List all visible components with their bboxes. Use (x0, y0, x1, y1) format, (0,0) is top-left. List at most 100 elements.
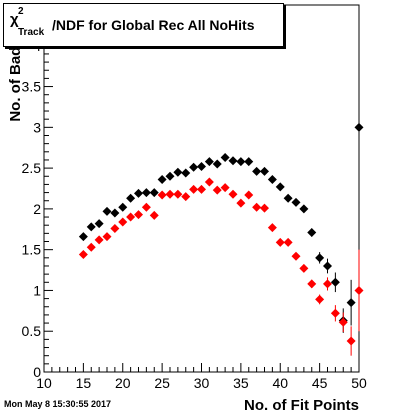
x-tick-label: 45 (312, 375, 328, 391)
data-point (157, 175, 167, 185)
data-point (126, 193, 136, 203)
title-text: /NDF for Global Rec All NoHits (52, 17, 255, 33)
data-point (78, 250, 88, 260)
data-point (283, 193, 293, 203)
data-point (228, 156, 238, 166)
data-point (346, 298, 356, 308)
data-point (94, 219, 104, 229)
data-point (165, 189, 175, 199)
data-marks (78, 21, 364, 356)
data-point (323, 279, 332, 289)
data-point (197, 161, 206, 171)
x-tick-label: 40 (272, 375, 288, 391)
data-point (283, 237, 293, 247)
data-point (102, 232, 112, 242)
x-tick-label: 50 (351, 375, 367, 391)
y-tick-label: 0.5 (22, 323, 42, 339)
data-point (267, 223, 277, 233)
data-point (165, 171, 175, 181)
title-subscript: Track (18, 27, 45, 38)
data-point (134, 188, 143, 198)
data-point (157, 190, 167, 200)
x-tick-label: 30 (194, 375, 210, 391)
data-point (149, 188, 159, 198)
title-box: χ 2 Track /NDF for Global Rec All NoHits (3, 3, 284, 47)
data-point (228, 189, 238, 199)
data-point (86, 222, 96, 232)
data-point (212, 185, 222, 195)
data-point (220, 153, 230, 163)
x-tick-label: 15 (76, 375, 92, 391)
x-tick-label: 35 (233, 375, 249, 391)
data-point (275, 237, 285, 247)
data-point (189, 184, 199, 194)
x-tick-label: 10 (36, 375, 52, 391)
title-chi-symbol: χ (10, 11, 19, 28)
series-1 (78, 177, 364, 356)
data-point (354, 285, 364, 295)
y-tick-label: 2.5 (22, 160, 42, 176)
data-point (252, 166, 262, 176)
data-point (141, 202, 151, 212)
data-point (204, 177, 214, 187)
data-point (275, 182, 285, 192)
data-point (118, 202, 128, 212)
data-point (78, 232, 88, 242)
y-tick-label: 2 (33, 201, 41, 217)
data-point (299, 204, 309, 214)
y-tick-label: 1.5 (22, 242, 42, 258)
data-point (110, 208, 120, 218)
data-point (307, 279, 317, 289)
data-point (134, 210, 143, 220)
x-axis-label: No. of Fit Points (244, 397, 359, 414)
data-point (330, 308, 340, 318)
data-point (260, 203, 269, 213)
y-tick-label: 0 (33, 364, 41, 380)
x-tick-label: 20 (115, 375, 131, 391)
data-point (181, 168, 191, 178)
data-point (291, 197, 301, 207)
data-point (173, 189, 183, 199)
data-point (323, 261, 332, 271)
data-point (244, 190, 254, 200)
data-point (236, 157, 246, 167)
data-point (86, 242, 96, 252)
y-tick-label: 3.5 (22, 79, 42, 95)
data-point (189, 162, 199, 172)
data-point (126, 212, 136, 222)
data-point (354, 122, 364, 132)
data-point (244, 157, 254, 167)
data-point (102, 206, 112, 216)
y-tick-label: 3 (33, 119, 41, 135)
data-point (315, 294, 325, 304)
data-point (330, 277, 340, 287)
timestamp: Mon May 8 15:30:55 2017 (4, 399, 112, 409)
data-point (141, 188, 151, 198)
data-point (181, 192, 191, 202)
data-point (346, 336, 356, 346)
data-point (260, 166, 269, 176)
data-point (252, 202, 262, 212)
data-point (118, 217, 128, 227)
data-point (299, 263, 309, 273)
data-point (338, 317, 348, 327)
data-point (149, 210, 159, 220)
data-point (236, 198, 246, 208)
data-point (220, 183, 230, 193)
data-point (291, 251, 301, 261)
data-point (267, 175, 277, 185)
series-0 (78, 21, 364, 333)
data-point (212, 159, 222, 169)
data-point (110, 223, 120, 233)
data-point (197, 184, 206, 194)
title-superscript: 2 (18, 6, 24, 17)
data-point (204, 157, 214, 167)
data-point (307, 228, 317, 238)
data-point (94, 235, 104, 245)
data-point (173, 167, 183, 177)
y-tick-label: 1 (33, 282, 41, 298)
data-point (315, 253, 325, 263)
x-tick-label: 25 (154, 375, 170, 391)
